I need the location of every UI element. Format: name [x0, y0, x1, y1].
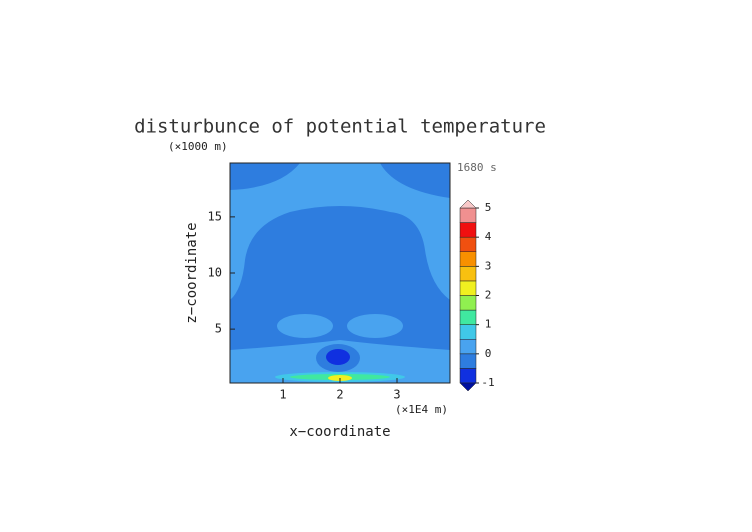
- x-axis-label: x−coordinate: [289, 424, 390, 440]
- x-tick-label: 1: [279, 388, 286, 402]
- colorbar-band: [459, 280, 477, 296]
- colorbar-tick-label: 4: [485, 230, 492, 243]
- colorbar-tick-label: 0: [485, 347, 492, 360]
- contour-region: [347, 314, 403, 338]
- colorbar-band: [459, 295, 477, 311]
- colorbar-tick-label: 3: [485, 259, 492, 272]
- colorbar-over: [459, 199, 477, 209]
- x-unit: (×1E4 m): [395, 403, 448, 416]
- colorbar-band: [459, 339, 477, 355]
- colorbar-band: [459, 236, 477, 253]
- chart-title: disturbunce of potential temperature: [134, 116, 546, 138]
- colorbar-under: [459, 382, 477, 392]
- colorbar-band: [459, 368, 477, 384]
- colorbar-band: [459, 266, 477, 282]
- colorbar-tick-label: 2: [485, 289, 492, 302]
- colorbar-band: [459, 353, 477, 369]
- contour-field: [230, 163, 450, 383]
- y-tick-label: 5: [215, 322, 222, 336]
- colorbar-tick-label: -1: [481, 376, 494, 389]
- y-unit: (×1000 m): [168, 140, 228, 153]
- colorbar-band: [459, 251, 477, 267]
- colorbar-tick-label: 5: [485, 201, 492, 214]
- colorbar-band: [459, 207, 477, 223]
- colorbar-tick-label: 1: [485, 318, 492, 331]
- x-tick-label: 3: [393, 388, 400, 402]
- x-tick-label: 2: [336, 388, 343, 402]
- contour-region: [277, 314, 333, 338]
- contour-region: [326, 349, 350, 365]
- colorbar-band: [459, 222, 477, 238]
- colorbar-band: [459, 324, 477, 340]
- y-tick-label: 10: [208, 266, 222, 280]
- time-label: 1680 s: [457, 161, 497, 174]
- y-axis-label: z−coordinate: [184, 222, 200, 323]
- contour-region: [230, 163, 450, 300]
- y-tick-label: 15: [208, 209, 222, 223]
- colorbar-band: [459, 309, 477, 325]
